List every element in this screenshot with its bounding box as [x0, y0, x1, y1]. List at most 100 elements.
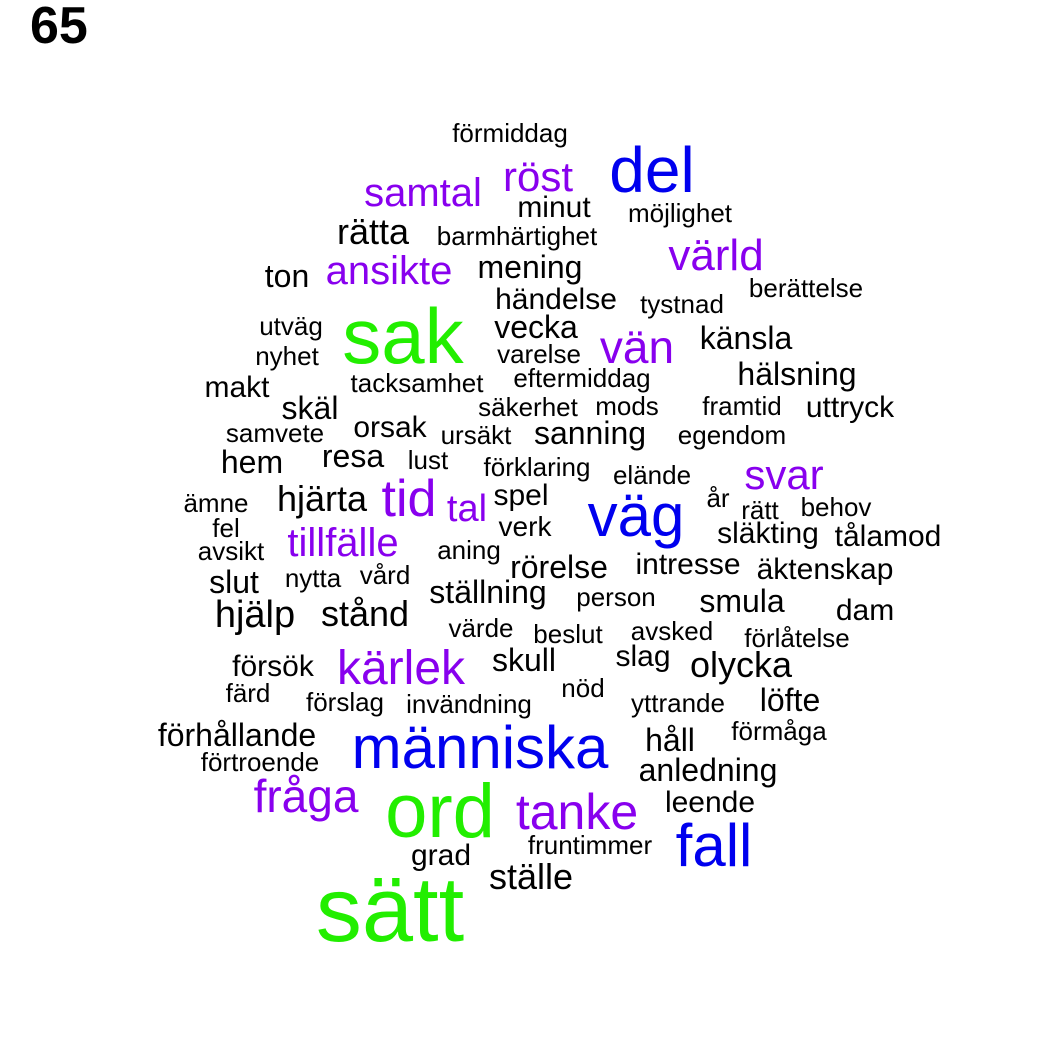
cloud-word-värld: värld [668, 231, 764, 280]
cloud-word-fall: fall [675, 812, 753, 879]
cloud-word-ställe: ställe [488, 856, 574, 897]
cloud-word-sanning: sanning [533, 415, 647, 451]
cloud-word-elände: elände [612, 460, 692, 490]
panel-label: 65 [30, 0, 88, 55]
cloud-word-verk: verk [498, 511, 552, 542]
cloud-word-nyhet: nyhet [255, 341, 319, 371]
cloud-word-håll: håll [645, 722, 695, 758]
cloud-word-förmåga: förmåga [731, 716, 827, 746]
cloud-word-behov: behov [800, 492, 872, 522]
cloud-word-egendom: egendom [677, 420, 787, 450]
cloud-word-säkerhet: säkerhet [478, 392, 578, 422]
cloud-word-tal: tal [446, 488, 488, 530]
cloud-word-makt: makt [204, 371, 270, 404]
cloud-word-nytta: nytta [284, 563, 342, 593]
cloud-word-framtid: framtid [702, 391, 782, 421]
cloud-word-ton: ton [264, 258, 310, 294]
cloud-word-känsla: känsla [699, 320, 793, 356]
cloud-word-resa: resa [321, 438, 385, 474]
cloud-word-förtroende: förtroende [200, 747, 320, 777]
cloud-word-orsak: orsak [353, 411, 427, 444]
cloud-word-fråga: fråga [253, 770, 359, 822]
cloud-word-släkting: släkting [717, 517, 819, 550]
cloud-word-anledning: anledning [638, 752, 778, 788]
cloud-word-uttryck: uttryck [805, 391, 895, 424]
cloud-word-slut: slut [209, 564, 259, 600]
cloud-word-berättelse: berättelse [748, 273, 864, 303]
cloud-word-samtal: samtal [364, 171, 482, 215]
cloud-word-slag: slag [615, 640, 671, 673]
cloud-word-hjälp: hjälp [214, 594, 296, 636]
cloud-word-rätt: rätt [741, 495, 779, 525]
cloud-word-ursäkt: ursäkt [440, 420, 512, 450]
cloud-word-händelse: händelse [495, 283, 617, 316]
cloud-word-äktenskap: äktenskap [756, 553, 894, 586]
cloud-word-invändning: invändning [406, 689, 532, 719]
cloud-word-lust: lust [407, 445, 449, 475]
cloud-word-sak: sak [342, 292, 464, 380]
cloud-word-väg: väg [587, 482, 685, 549]
cloud-word-varelse: varelse [497, 339, 581, 369]
cloud-word-eftermiddag: eftermiddag [513, 363, 651, 393]
cloud-word-hjärta: hjärta [276, 478, 368, 519]
cloud-word-försök: försök [232, 650, 314, 683]
cloud-word-kärlek: kärlek [336, 642, 466, 695]
cloud-word-ämne: ämne [183, 488, 249, 518]
cloud-word-aning: aning [437, 535, 501, 565]
cloud-word-tillfälle: tillfälle [287, 521, 399, 565]
cloud-word-tålamod: tålamod [834, 520, 942, 553]
cloud-word-förslag: förslag [305, 687, 385, 717]
cloud-word-fruntimmer: fruntimmer [527, 830, 653, 860]
cloud-word-nöd: nöd [561, 673, 605, 703]
cloud-word-utväg: utväg [259, 311, 323, 341]
cloud-word-dam: dam [835, 594, 895, 627]
cloud-word-avsked: avsked [630, 616, 714, 646]
cloud-word-förlåtelse: förlåtelse [744, 623, 850, 653]
cloud-word-leende: leende [664, 786, 756, 819]
cloud-word-smula: smula [699, 583, 785, 619]
cloud-word-mening: mening [477, 249, 583, 285]
cloud-word-förhållande: förhållande [157, 717, 317, 753]
cloud-word-hem: hem [220, 444, 284, 480]
cloud-word-människa: människa [351, 714, 609, 781]
cloud-word-spel: spel [493, 479, 549, 512]
cloud-word-samvete: samvete [225, 418, 325, 448]
cloud-word-år: år [706, 483, 730, 513]
cloud-word-förklaring: förklaring [483, 452, 591, 482]
cloud-word-skäl: skäl [281, 390, 339, 426]
cloud-word-förmiddag: förmiddag [452, 118, 568, 148]
cloud-word-person: person [576, 582, 656, 612]
cloud-word-ställning: ställning [429, 574, 547, 610]
cloud-word-värde: värde [448, 613, 514, 643]
cloud-word-tanke: tanke [515, 784, 639, 840]
cloud-word-tid: tid [381, 470, 437, 528]
cloud-word-olycka: olycka [689, 644, 793, 685]
cloud-word-del: del [609, 134, 695, 206]
cloud-word-ord: ord [385, 769, 495, 854]
cloud-word-intresse: intresse [635, 548, 741, 581]
cloud-word-vård: vård [359, 560, 411, 590]
cloud-word-rätta: rätta [336, 211, 410, 252]
cloud-word-stånd: stånd [320, 593, 410, 634]
cloud-word-skull: skull [491, 642, 557, 678]
cloud-word-vecka: vecka [494, 309, 578, 345]
cloud-word-tystnad: tystnad [640, 289, 724, 319]
cloud-word-svar: svar [744, 451, 824, 498]
cloud-word-grad: grad [410, 839, 472, 872]
cloud-word-vän: vän [599, 321, 675, 373]
cloud-word-avsikt: avsikt [197, 536, 265, 566]
cloud-word-färd: färd [225, 678, 271, 708]
cloud-word-möjlighet: möjlighet [627, 198, 733, 228]
cloud-word-mods: mods [595, 391, 659, 421]
cloud-word-minut: minut [517, 191, 591, 224]
cloud-word-tacksamhet: tacksamhet [350, 368, 484, 398]
cloud-word-löfte: löfte [759, 682, 821, 718]
cloud-word-barmhärtighet: barmhärtighet [436, 221, 598, 251]
cloud-word-hälsning: hälsning [737, 356, 857, 392]
cloud-word-beslut: beslut [533, 619, 603, 649]
cloud-word-yttrande: yttrande [631, 688, 725, 718]
cloud-word-fel: fel [212, 513, 240, 543]
cloud-word-sätt: sätt [315, 859, 465, 961]
cloud-word-ansikte: ansikte [325, 249, 453, 293]
